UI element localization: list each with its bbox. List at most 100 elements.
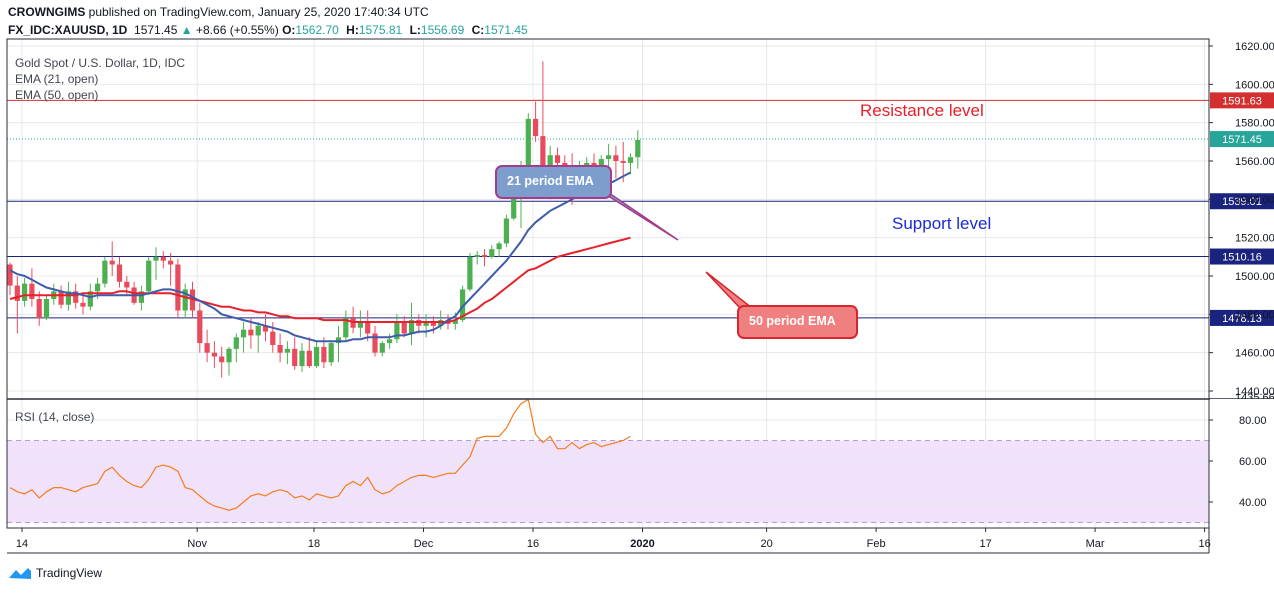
candle-up — [343, 318, 349, 338]
brand-name: TradingView — [36, 566, 103, 580]
time-tick-label: 20 — [760, 538, 772, 550]
close-value: 1571.45 — [484, 23, 528, 37]
candle-up — [467, 256, 473, 290]
support-note: Support level — [892, 214, 992, 233]
candle-up — [511, 195, 517, 219]
support-level-tag — [1210, 309, 1274, 326]
support-level-label: 1539.01 — [1222, 196, 1262, 208]
resistance-level-label: 1591.63 — [1222, 95, 1262, 107]
last-price: 1571.45 — [134, 23, 178, 37]
candle-down — [116, 264, 123, 282]
support-level-label: 1478.13 — [1222, 313, 1262, 325]
candle-up — [182, 289, 188, 311]
candle-down — [262, 325, 269, 332]
rsi-panel — [7, 398, 1209, 523]
candle-up — [87, 291, 93, 307]
ema21-legend: EMA (21, open) — [15, 72, 99, 86]
up-arrow-icon: ▲ — [180, 23, 193, 37]
publisher-name: CROWNGIMS — [8, 5, 86, 19]
candle-up — [255, 325, 261, 336]
axes: 14 Nov 18 Dec 16 2020 20 Feb 17 Mar 161440.001460.… — [6, 38, 1274, 554]
price-tick-label: 1580.00 — [1235, 118, 1274, 130]
candle-down — [277, 345, 283, 353]
candle-down — [401, 322, 407, 334]
candle-up — [489, 249, 495, 257]
price-tick-label: 1500.00 — [1235, 271, 1274, 283]
tradingview-logo-icon — [9, 568, 31, 579]
high-label: H: — [346, 23, 359, 37]
ema21-callout: 21 period EMA — [495, 165, 612, 199]
candle-up — [598, 159, 604, 169]
candle-down — [554, 155, 561, 163]
candle-up — [547, 155, 553, 173]
candle-down — [124, 281, 130, 288]
candle-down — [160, 256, 166, 261]
resistance-level-tag — [1210, 92, 1274, 109]
cut-mask — [1210, 399, 1274, 407]
price-tick-label: 1440.00 — [1235, 386, 1274, 398]
open-value: 1562.70 — [295, 23, 339, 37]
ema50-callout-pointer — [705, 271, 755, 309]
candle-down — [613, 155, 619, 161]
tradingview-brand[interactable]: TradingView — [8, 566, 102, 580]
ema50-callout: 50 period EMA — [737, 305, 858, 339]
candle-up — [95, 283, 101, 292]
candle-up — [102, 260, 108, 284]
ema21-line — [9, 171, 631, 343]
candle-down — [306, 350, 312, 367]
candle-up — [460, 289, 466, 321]
high-value: 1575.81 — [358, 23, 403, 37]
candle-up — [357, 322, 363, 328]
ema-lines — [9, 171, 631, 343]
price-levels: 1591.63 1539.01 1510.16 1478.13 1571.45 — [7, 92, 1274, 326]
price-change: +8.66 (+0.55%) — [196, 23, 279, 37]
candle-up — [43, 299, 50, 319]
candle-down — [481, 254, 488, 257]
candle-down — [365, 322, 371, 334]
low-label: L: — [409, 23, 421, 37]
time-tick-label: 2020 — [630, 538, 654, 550]
support-level-tag — [1210, 193, 1274, 210]
candle-down — [430, 322, 436, 326]
rsi-tick-label: 60.00 — [1239, 456, 1267, 468]
candle-up — [284, 348, 290, 353]
symbol-info: FX_IDC:XAUUSD, 1D 1571.45 ▲ +8.66 (+0.55… — [8, 23, 532, 37]
symbol-name: FX_IDC:XAUUSD, 1D — [8, 23, 128, 37]
candle-down — [372, 333, 378, 353]
rsi-line — [9, 398, 631, 511]
candle-down — [109, 260, 115, 265]
candles — [7, 61, 641, 378]
candle-up — [635, 139, 641, 158]
candle-down — [270, 331, 276, 345]
price-tick-label: 1520.00 — [1235, 233, 1274, 245]
open-label: O: — [282, 23, 296, 37]
time-tick-label: 18 — [308, 538, 320, 550]
candle-up — [474, 254, 480, 257]
candle-down — [29, 283, 35, 299]
candle-up — [153, 256, 159, 261]
candle-down — [7, 264, 13, 286]
candle-up — [496, 243, 502, 250]
candle-down — [219, 356, 225, 363]
candle-up — [606, 155, 612, 160]
candle-up — [394, 322, 400, 340]
resistance-note: Resistance level — [860, 101, 984, 120]
candle-down — [168, 260, 174, 265]
candle-up — [241, 329, 247, 338]
candle-down — [620, 161, 626, 163]
candle-down — [204, 343, 210, 353]
candle-down — [211, 352, 217, 357]
rsi-tick-label: 80.00 — [1239, 415, 1267, 427]
candle-up — [408, 320, 415, 334]
candle-up — [387, 339, 393, 344]
candle-up — [299, 350, 305, 367]
last-price-label: 1571.45 — [1222, 134, 1262, 146]
publish-info: CROWNGIMS published on TradingView.com, … — [8, 5, 429, 19]
time-tick-label: Dec — [414, 538, 434, 550]
candle-down — [321, 346, 327, 363]
candle-up — [146, 260, 152, 292]
publish-text: published on TradingView.com, January 25… — [88, 5, 429, 19]
price-tick-label: 1540.00 — [1235, 194, 1274, 206]
candle-up — [525, 118, 531, 175]
